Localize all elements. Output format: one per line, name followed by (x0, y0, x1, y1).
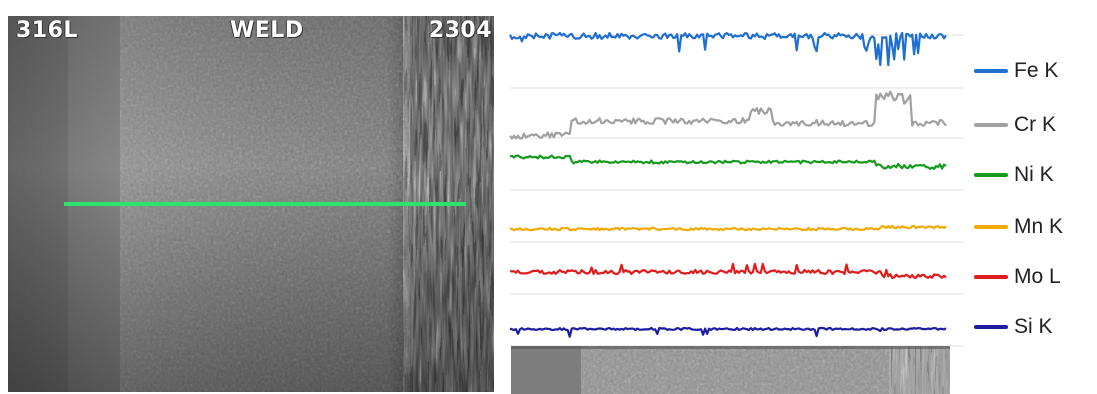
series-line-ni-k (509, 154, 947, 170)
eds-profile-plot (509, 31, 964, 347)
legend-label: Fe K (1014, 59, 1059, 82)
series-line-mo-l (509, 262, 947, 279)
legend-label: Mn K (1014, 215, 1064, 238)
scan-strip-image (511, 346, 950, 394)
legend-swatch (974, 275, 1008, 279)
legend-label: Ni K (1014, 163, 1054, 186)
series-line-cr-k (509, 90, 947, 140)
chart-series-lines (509, 31, 947, 338)
sem-image (8, 16, 494, 392)
legend-item: Si K (974, 312, 1053, 342)
legend-item: Ni K (974, 160, 1054, 190)
legend-label: Si K (1014, 315, 1053, 338)
weld-zone-label: WELD (230, 18, 304, 43)
legend-item: Fe K (974, 56, 1058, 86)
legend-item: Mo L (974, 262, 1061, 292)
base-metal-316l-label: 316L (16, 18, 78, 43)
legend-swatch (974, 225, 1008, 229)
series-line-fe-k (509, 31, 947, 67)
scan-strip-micrograph (511, 346, 950, 394)
legend-swatch (974, 173, 1008, 177)
legend-swatch (974, 69, 1008, 73)
series-line-mn-k (509, 224, 947, 232)
legend-label: Mo L (1014, 265, 1061, 288)
legend-swatch (974, 123, 1008, 127)
series-line-si-k (509, 326, 947, 338)
legend-item: Cr K (974, 110, 1056, 140)
base-metal-2304-label: 2304 (428, 18, 492, 43)
legend-swatch (974, 325, 1008, 329)
chart-gridlines (510, 34, 964, 347)
legend-label: Cr K (1014, 113, 1056, 136)
eds-line-profile-chart (506, 20, 966, 394)
sem-micrograph: 316L WELD 2304 (8, 16, 494, 392)
legend-item: Mn K (974, 212, 1063, 242)
